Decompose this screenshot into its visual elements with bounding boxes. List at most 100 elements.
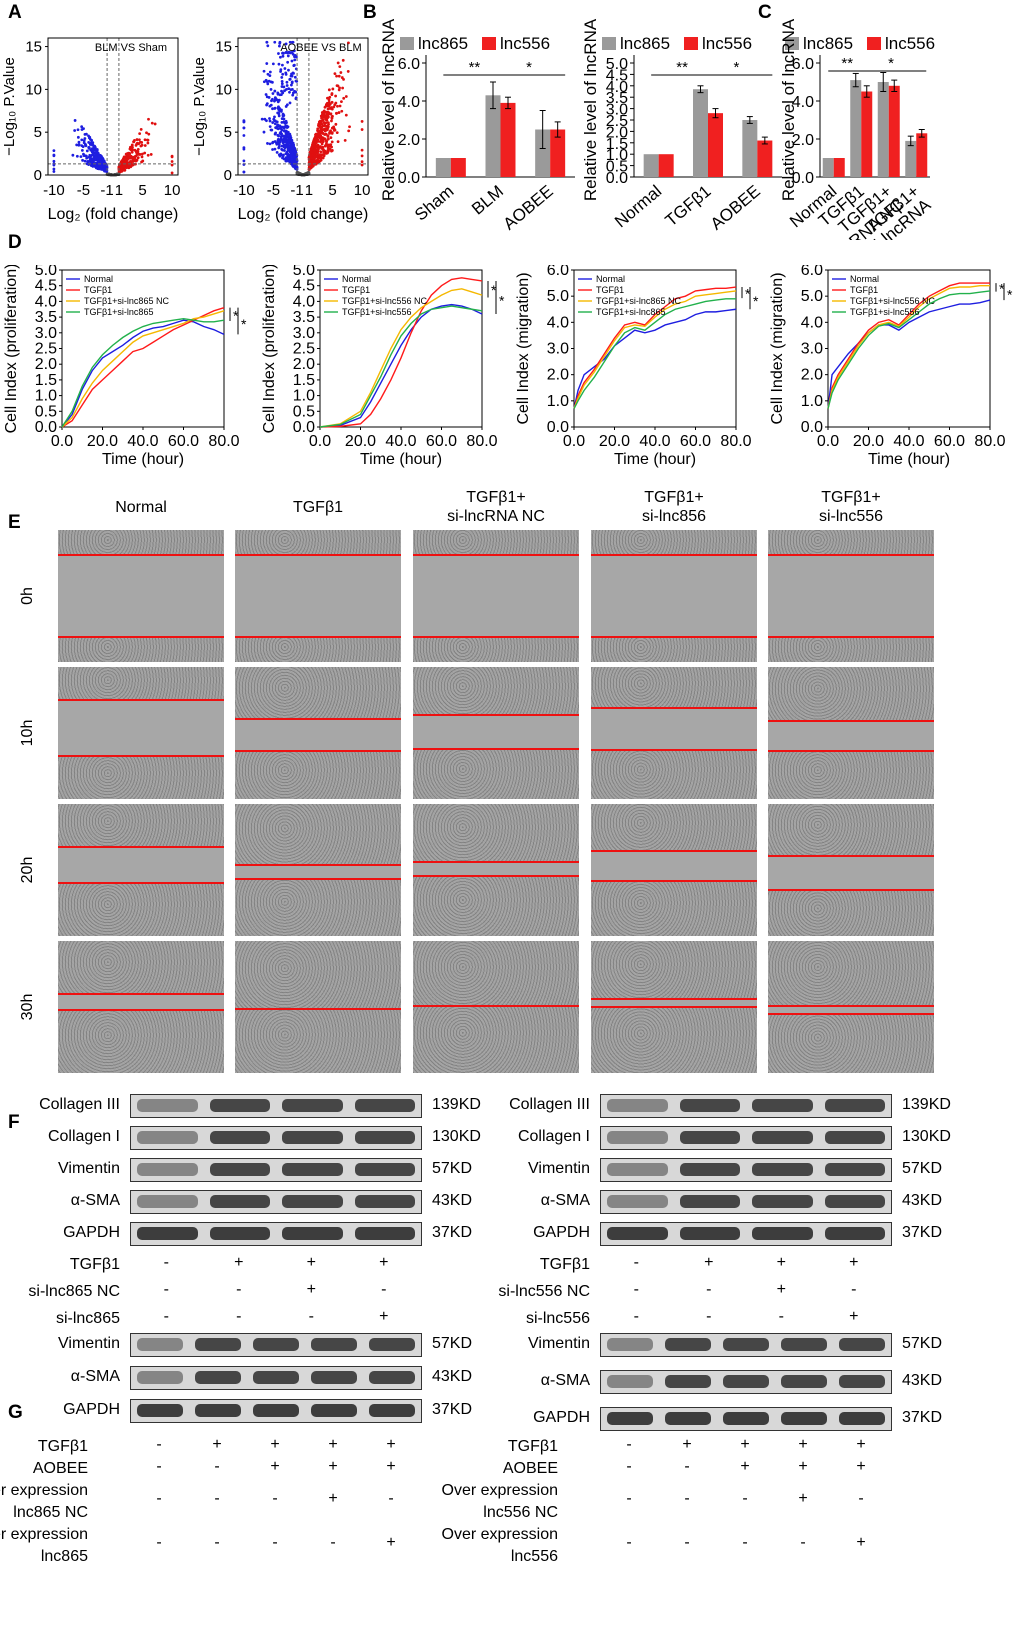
volcano-point (319, 145, 322, 148)
treatment-sign: - (684, 1458, 690, 1475)
blot-band (137, 1099, 198, 1112)
volcano-point (267, 96, 271, 99)
legend-label: TGFβ1 (596, 285, 624, 295)
volcano-point (334, 94, 338, 98)
volcano-point (347, 41, 350, 45)
bar-ytick: 6.0 (398, 56, 420, 73)
treatment-sign: + (856, 1436, 866, 1453)
wound-image (413, 530, 579, 662)
bar (757, 140, 773, 177)
volcano-point (134, 154, 138, 158)
volcano-xtick: -5 (267, 182, 280, 199)
treatment-label: Over expression lnc556 (441, 1526, 559, 1565)
blot-protein-label: α-SMA (540, 1192, 590, 1209)
volcano-point (137, 138, 141, 142)
blot-band (679, 1099, 740, 1112)
wound-region (58, 846, 224, 884)
legend-label: TGFβ1 (84, 285, 112, 295)
blot-band (752, 1195, 813, 1208)
blot-band (311, 1371, 357, 1384)
blot-band (282, 1131, 343, 1144)
wound-region (591, 707, 757, 751)
wound-region (58, 667, 224, 701)
volcano-point (98, 156, 102, 160)
bar (550, 129, 566, 177)
volcano-xtick: -1 (290, 182, 303, 199)
volcano-point (84, 143, 87, 146)
line-ytick: 0.0 (293, 419, 315, 436)
volcano-point (275, 150, 279, 154)
line-ytick: 3.0 (35, 325, 57, 342)
volcano-point (282, 120, 286, 124)
treatment-sign: + (798, 1458, 808, 1475)
volcano-point (280, 108, 283, 112)
volcano-point (360, 154, 364, 158)
treatment-sign: - (684, 1490, 690, 1507)
volcano-point (287, 139, 291, 143)
blot-band (354, 1099, 415, 1112)
blot-band (665, 1412, 711, 1425)
series-line-blue (573, 308, 737, 409)
volcano-point (277, 62, 281, 66)
volcano-point (91, 152, 95, 156)
volcano-point (290, 59, 294, 63)
panel-label-f: F (8, 1112, 20, 1133)
treatment-sign: + (682, 1436, 692, 1453)
bar-ylabel: Relative level of lncRNA (582, 18, 600, 201)
bar-ytick: 6.0 (792, 56, 814, 73)
volcano-point (323, 105, 327, 109)
volcano-point (262, 130, 266, 134)
volcano-point (312, 149, 316, 152)
panel-label-c: C (758, 2, 772, 23)
volcano-point (265, 103, 269, 107)
wound-region (235, 555, 401, 637)
treatment-label: TGFβ1 (69, 1256, 120, 1273)
volcano-point (280, 144, 284, 148)
volcano-point (346, 70, 350, 73)
volcano-point (91, 143, 95, 147)
volcano-point (340, 109, 344, 113)
bar-category: Normal (611, 182, 665, 232)
blot-band (354, 1163, 415, 1176)
blot-band (253, 1338, 299, 1351)
wound-edge-line (591, 706, 757, 709)
volcano-point (52, 167, 56, 171)
line-ytick: 5.0 (35, 265, 57, 279)
legend-label: Normal (850, 274, 879, 284)
volcano-point (330, 126, 334, 130)
wound-region (413, 875, 579, 936)
line-xtick: 0.0 (51, 433, 73, 450)
treatment-sign: + (776, 1254, 786, 1271)
treatment-sign: - (381, 1281, 387, 1298)
wound-image (591, 941, 757, 1073)
volcano-point (52, 170, 56, 173)
volcano-point (281, 91, 285, 95)
volcano-point (291, 93, 295, 97)
treatment-label: AOBEE (502, 1460, 558, 1477)
line-xtick: 20.0 (853, 433, 884, 450)
volcano-point (337, 74, 341, 78)
treatment-sign: + (798, 1490, 808, 1507)
volcano-point (326, 121, 330, 125)
volcano-point (242, 146, 246, 150)
series-line-green (827, 290, 991, 409)
blot-band (369, 1371, 415, 1384)
bar-ylabel: Relative level of lncRNA (380, 18, 398, 201)
wound-region (58, 941, 224, 995)
blot-band (781, 1375, 827, 1388)
volcano-point (286, 60, 290, 64)
line-xlabel: Time (hour) (102, 451, 184, 468)
wound-image (58, 804, 224, 936)
volcano-point (143, 144, 147, 147)
volcano-point (316, 157, 320, 160)
volcano-point (282, 126, 286, 130)
volcano-point (170, 171, 174, 175)
bar-ytick: 0.0 (398, 170, 420, 187)
volcano-point (280, 76, 284, 79)
volcano-point (271, 97, 274, 101)
volcano-point (130, 143, 134, 147)
volcano-point (71, 153, 75, 157)
line-ytick: 2.5 (293, 341, 315, 358)
wound-edge-line (413, 861, 579, 864)
blot-band (839, 1412, 885, 1425)
